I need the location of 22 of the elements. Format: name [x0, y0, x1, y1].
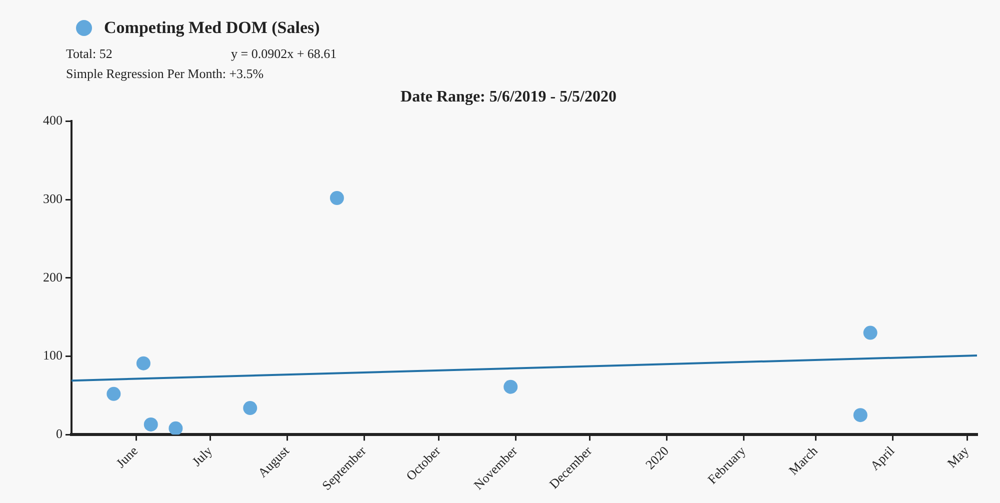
point: [863, 326, 878, 340]
chart-title: Date Range: 5/6/2019 - 5/5/2020: [400, 88, 616, 106]
point: [330, 191, 344, 205]
x-tick-label: June: [113, 442, 141, 471]
text: y = 0.0902x + 68.61: [231, 45, 338, 63]
point: [243, 401, 258, 416]
text: Total: 52: [66, 45, 114, 63]
point: [168, 421, 183, 435]
y-tick-label: 100: [43, 348, 62, 363]
y-tick-label: 400: [43, 112, 62, 128]
y-tick-label: 300: [43, 190, 62, 206]
text: Simple Regression Per Month: +3.5%: [66, 65, 264, 83]
y-tick-label: 200: [43, 269, 62, 284]
x-tick-label: May: [944, 442, 972, 471]
point: [853, 408, 868, 422]
point: [106, 386, 121, 401]
legend-label: Competing Med DOM (Sales): [104, 18, 320, 38]
point: [504, 380, 518, 394]
point: [144, 417, 158, 432]
y-tick-label: 0: [56, 426, 62, 442]
point: [136, 356, 150, 370]
x-tick-label: July: [189, 442, 216, 470]
